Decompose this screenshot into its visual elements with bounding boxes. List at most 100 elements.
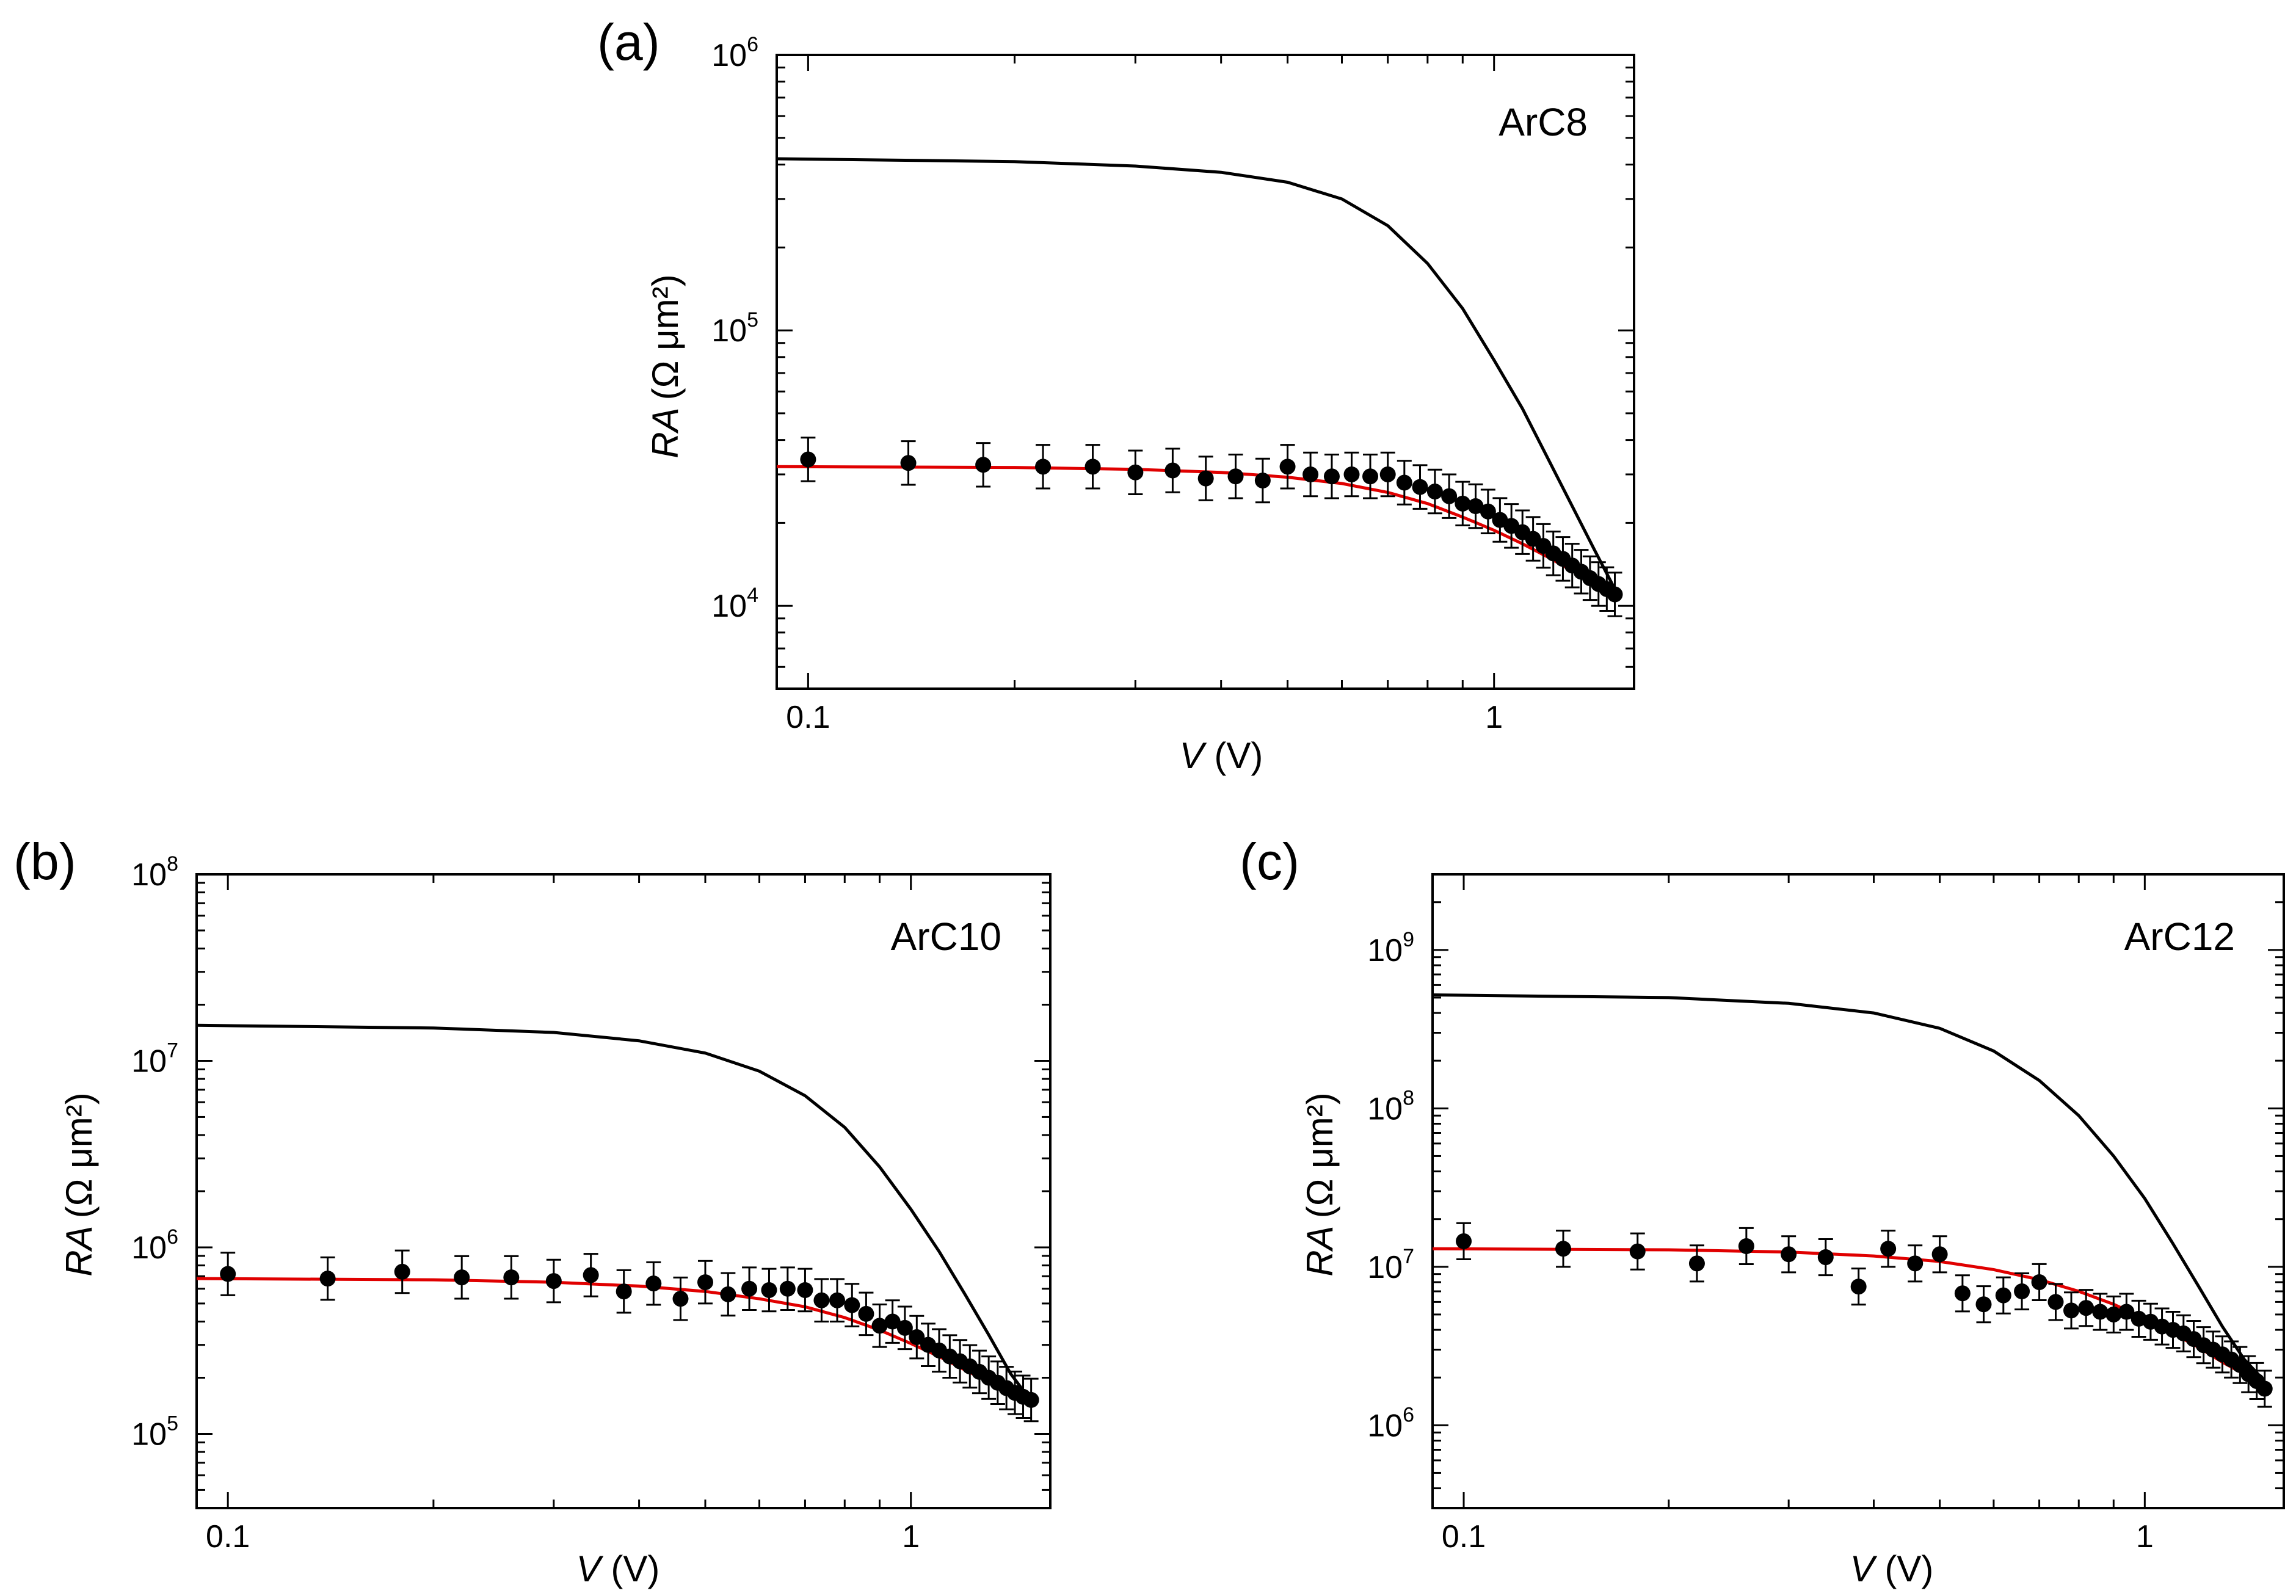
panel-a-data-point — [1441, 473, 1458, 519]
panel-a-data-point — [1379, 451, 1396, 498]
panel-c-marker — [1817, 1249, 1834, 1266]
panel-a-marker — [1455, 495, 1471, 512]
panel-c-data-point — [2256, 1369, 2273, 1408]
panel-c-data-point — [1688, 1244, 1705, 1283]
panel-b-data-point — [884, 1299, 901, 1344]
panel-b-sample-label: ArC10 — [891, 915, 1001, 959]
panel-c-data-point — [1555, 1230, 1572, 1268]
panel-b-marker — [761, 1282, 777, 1298]
panel-a-y-axis-unit: (Ω μm²) — [645, 274, 686, 400]
panel-c-marker — [1907, 1255, 1924, 1272]
panel-b-marker — [797, 1282, 813, 1298]
panel-c-marker — [1954, 1285, 1971, 1302]
panel-c-marker — [1738, 1238, 1754, 1254]
panel-b-marker — [720, 1286, 736, 1302]
panel-b-marker — [394, 1263, 410, 1280]
panel-b-x-axis-title: V (V) — [576, 1548, 660, 1589]
panel-c-x-axis-title: V (V) — [1850, 1548, 1934, 1589]
panel-b-marker — [741, 1280, 758, 1297]
panel-a-y-axis-title: RA (Ω μm²) — [645, 274, 686, 458]
panel-b-data-point — [813, 1278, 830, 1323]
panel-a-marker — [1127, 464, 1144, 481]
panel-b-marker — [319, 1271, 336, 1287]
panel-b-marker — [454, 1269, 470, 1286]
panel-a-sample-label: ArC8 — [1499, 100, 1588, 144]
panel-b-marker — [909, 1329, 925, 1346]
panel-a-frame — [776, 54, 1635, 690]
panel-b-marker — [896, 1319, 913, 1336]
panel-b-data-point — [998, 1366, 1015, 1410]
panel-c-data-point — [1738, 1227, 1754, 1266]
panel-b-data-point — [394, 1249, 410, 1294]
panel-b-data-point — [697, 1260, 713, 1305]
panel-b-y-tick-label: 108 — [131, 852, 178, 893]
panel-c-marker — [2105, 1306, 2122, 1322]
panel-c-sample-label: ArC12 — [2124, 915, 2235, 959]
panel-b-y-tick-label: 107 — [131, 1039, 178, 1079]
panel-b-data-point — [741, 1266, 758, 1311]
panel-b-data-point — [1007, 1370, 1023, 1415]
panel-c-plot-area: 0.1 1 106 107 108 109 — [1367, 873, 2285, 1554]
panel-b-data-point — [220, 1252, 236, 1296]
panel-b-data-point — [583, 1253, 599, 1297]
panel-a-marker — [1362, 468, 1379, 485]
panel-b-data-point — [616, 1269, 632, 1314]
panel-a-marker — [1323, 468, 1340, 485]
panel-c-marker — [1995, 1287, 2011, 1304]
panel-a-data-point — [1254, 457, 1271, 504]
panel-a-data-point — [1227, 454, 1244, 499]
panel-c-data-point — [2047, 1283, 2064, 1321]
panel-b-data-point — [672, 1276, 689, 1321]
panel-b-marker — [645, 1275, 662, 1292]
panel-b-x-tick-label: 0.1 — [206, 1519, 250, 1554]
panel-b-marker — [779, 1280, 796, 1297]
panel-b-y-tick-label: 105 — [131, 1412, 178, 1452]
panel-c-x-axis-unit: (V) — [1875, 1548, 1934, 1589]
panel-b-marker — [672, 1291, 689, 1307]
panel-a-marker — [1164, 462, 1181, 479]
panel-b-marker — [583, 1267, 599, 1283]
panel-a-data-point — [800, 437, 816, 482]
panel-a-marker — [1607, 586, 1623, 603]
panel-b-y-tick-label: 106 — [131, 1225, 178, 1266]
panel-c-data-point — [1995, 1276, 2011, 1315]
panel-b-marker — [220, 1266, 236, 1282]
panel-a-x-axis-var: V — [1180, 735, 1207, 776]
panel-a-data-point — [975, 442, 992, 488]
panel-c-y-axis-title: RA (Ω μm²) — [1299, 1092, 1340, 1276]
panel-a-data-point — [1467, 483, 1484, 529]
panel-b-data-point — [1023, 1377, 1039, 1423]
panel-a-data-point — [1084, 444, 1101, 490]
panel-c-data-point — [1975, 1285, 1992, 1324]
panel-a-x-axis-unit: (V) — [1204, 735, 1263, 776]
panel-b-marker — [616, 1283, 632, 1300]
panel-b-letter: (b) — [13, 833, 76, 890]
panel-c-marker — [1688, 1255, 1705, 1272]
panel-c-data-point — [2014, 1272, 2030, 1311]
panel-a-data-point — [1582, 555, 1598, 601]
panel-c-marker — [2014, 1283, 2030, 1300]
panel-b-y-axis-title: RA (Ω μm²) — [59, 1092, 100, 1276]
panel-b-data-point — [797, 1268, 813, 1313]
panel-a-y-tick-label: 105 — [711, 308, 758, 349]
panel-a-data-point — [1279, 444, 1296, 490]
panel-c-marker — [2031, 1274, 2047, 1290]
panel-a-marker — [1467, 498, 1484, 515]
panel-c-data-point — [2105, 1295, 2122, 1333]
panel-c-data-point — [2063, 1291, 2079, 1330]
panel-b-marker — [1023, 1391, 1039, 1408]
panel-c-y-axis-unit: (Ω μm²) — [1299, 1092, 1340, 1218]
panel-c-letter: (c) — [1240, 833, 1299, 890]
panel-a-marker — [1379, 466, 1396, 482]
panel-b-data-point — [896, 1305, 913, 1351]
panel-a-data-point — [1164, 448, 1181, 493]
panel-a-plot-area: 0.1 1 104 105 106 — [711, 33, 1635, 735]
panel-b-marker — [829, 1292, 845, 1308]
panel-c-marker — [1880, 1241, 1897, 1257]
panel-c-x-axis-var: V — [1850, 1548, 1878, 1589]
panel-a-marker — [800, 451, 816, 468]
panel-c: (c) 0.1 1 106 107 108 109 ArC12 V (V) RA (Ω μm… — [1240, 833, 2285, 1589]
panel-b-frame — [195, 873, 1052, 1509]
panel-c-marker — [2092, 1304, 2109, 1320]
